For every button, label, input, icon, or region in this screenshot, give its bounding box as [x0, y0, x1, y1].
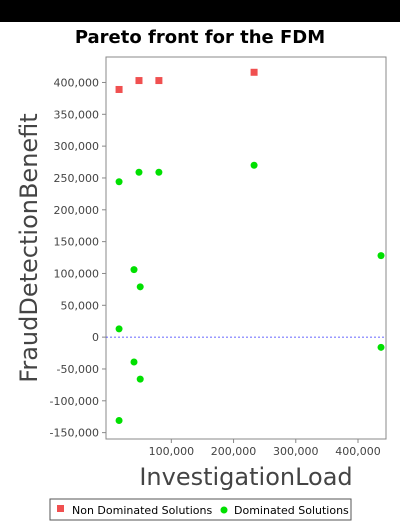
- y-tick-label: 150,000: [54, 236, 100, 249]
- non-dominated-point: [250, 68, 258, 76]
- legend-square-marker: [57, 505, 64, 512]
- y-tick-label: 250,000: [54, 172, 100, 185]
- y-tick-label: 50,000: [61, 299, 100, 312]
- x-axis: 100,000 200,000 300,000 400,000: [149, 439, 381, 458]
- dominated-point: [130, 358, 138, 366]
- plot-area: [105, 56, 387, 440]
- dominated-point: [130, 266, 138, 274]
- dominated-point: [250, 161, 258, 169]
- y-tick-label: -100,000: [50, 395, 99, 408]
- x-tick-label: 400,000: [335, 445, 381, 458]
- y-axis: 400,000 350,000 300,000 250,000 200,000 150,0…: [50, 76, 106, 440]
- y-tick-label: 350,000: [54, 108, 100, 121]
- window-top-bar: [0, 0, 400, 22]
- legend: Non Dominated Solutions Dominated Soluti…: [49, 498, 352, 521]
- data-points: [115, 68, 385, 425]
- x-axis-label: InvestigationLoad: [139, 463, 352, 491]
- dominated-point: [136, 283, 144, 291]
- dominated-point: [115, 178, 123, 186]
- dominated-point: [115, 325, 123, 333]
- x-tick-label: 300,000: [273, 445, 319, 458]
- chart-title: Pareto front for the FDM: [75, 27, 325, 48]
- dominated-point: [155, 168, 163, 176]
- y-tick-label: 100,000: [54, 267, 100, 280]
- legend-box: [49, 498, 352, 521]
- legend-circle-marker: [220, 506, 228, 514]
- legend-label-dominated: Dominated Solutions: [234, 504, 349, 517]
- dominated-point: [377, 252, 385, 260]
- legend-label-non-dominated: Non Dominated Solutions: [72, 504, 212, 517]
- y-tick-label: 400,000: [54, 76, 100, 89]
- non-dominated-point: [155, 77, 163, 85]
- dominated-point: [377, 343, 385, 351]
- y-tick-label: -150,000: [50, 427, 99, 440]
- y-tick-label: -50,000: [57, 363, 99, 376]
- non-dominated-point: [135, 77, 143, 85]
- x-tick-label: 100,000: [149, 445, 195, 458]
- x-tick-label: 200,000: [211, 445, 257, 458]
- y-tick-label: 0: [92, 331, 99, 344]
- dominated-point: [136, 375, 144, 383]
- non-dominated-point: [115, 85, 123, 93]
- y-tick-label: 300,000: [54, 140, 100, 153]
- y-axis-label: FraudDetectionBenefit: [15, 113, 43, 382]
- dominated-point: [115, 417, 123, 425]
- dominated-point: [135, 168, 143, 176]
- y-tick-label: 200,000: [54, 204, 100, 217]
